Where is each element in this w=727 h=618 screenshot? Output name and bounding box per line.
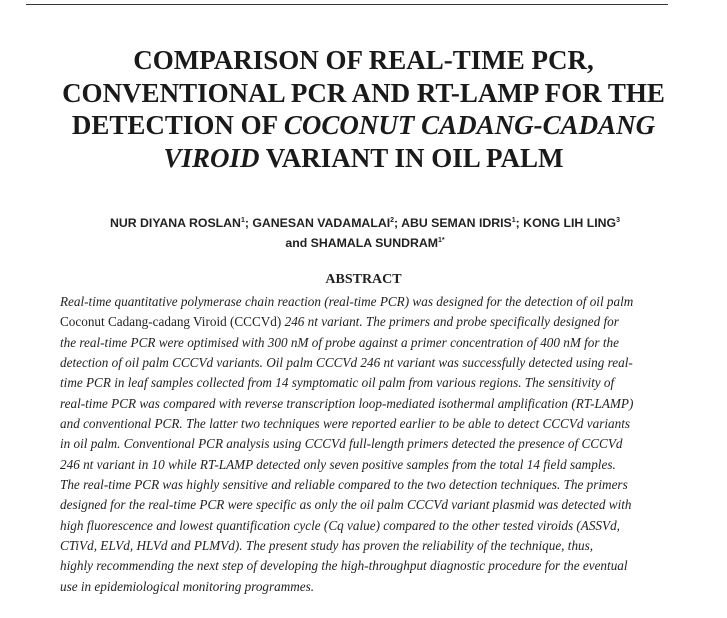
abstract-heading: ABSTRACT — [325, 272, 402, 287]
title-line: CONVENTIONAL PCR AND RT-LAMP FOR THE — [62, 77, 665, 108]
title-line: DETECTION OF COCONUT CADANG-CADANG — [71, 110, 656, 140]
author-list: NUR DIYANA ROSLAN1; GANESAN VADAMALAI2; … — [109, 216, 620, 251]
paper-title: COMPARISON OF REAL-TIME PCR, CONVENTIONA… — [0, 44, 727, 174]
abstract-body: Real-time quantitative polymerase chain … — [60, 294, 634, 594]
title-line: COMPARISON OF REAL-TIME PCR, — [133, 45, 594, 75]
header-rule — [26, 4, 668, 5]
title-line: VIROID VARIANT IN OIL PALM — [163, 142, 564, 173]
